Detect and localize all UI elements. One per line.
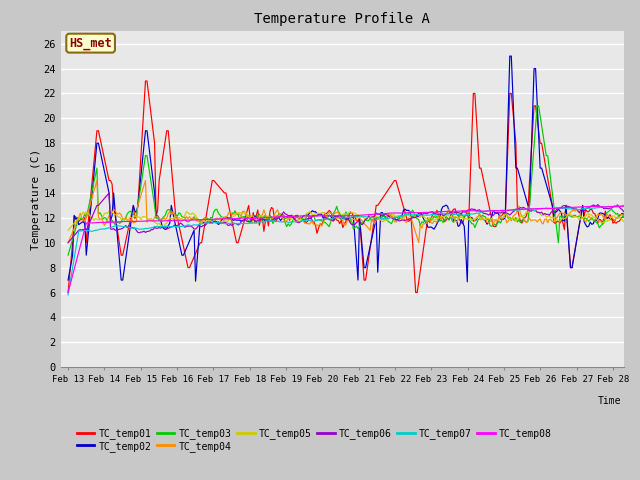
TC_temp01	[141, 78, 149, 84]
TC_temp03	[533, 103, 541, 109]
TC_temp02	[568, 265, 576, 271]
TC_temp04	[104, 216, 111, 222]
TC_temp02	[364, 258, 371, 264]
Line: TC_temp03: TC_temp03	[68, 106, 640, 275]
Line: TC_temp07: TC_temp07	[68, 205, 640, 295]
TC_temp02	[102, 176, 110, 181]
TC_temp04	[84, 210, 92, 216]
TC_temp06	[105, 190, 113, 196]
TC_temp06	[84, 224, 92, 229]
TC_temp02	[463, 279, 471, 285]
TC_temp05	[527, 205, 535, 211]
TC_temp07	[102, 226, 110, 231]
TC_temp06	[566, 204, 574, 210]
TC_temp06	[64, 240, 72, 246]
TC_temp05	[566, 213, 574, 218]
TC_temp01	[566, 265, 574, 271]
TC_temp05	[102, 210, 110, 216]
TC_temp01	[480, 180, 488, 185]
TC_temp01	[84, 224, 92, 229]
TC_temp03	[102, 216, 110, 221]
TC_temp03	[479, 212, 486, 218]
TC_temp07	[479, 209, 486, 215]
Text: HS_met: HS_met	[69, 36, 112, 49]
TC_temp08	[364, 212, 371, 217]
TC_temp07	[620, 203, 627, 208]
TC_temp01	[64, 289, 72, 295]
TC_temp04	[64, 240, 72, 246]
TC_temp03	[64, 252, 72, 258]
TC_temp02	[506, 53, 514, 59]
TC_temp04	[365, 226, 372, 231]
TC_temp03	[364, 218, 371, 224]
Text: Time: Time	[597, 396, 621, 406]
Line: TC_temp08: TC_temp08	[68, 206, 640, 292]
TC_temp05	[479, 215, 486, 220]
TC_temp07	[565, 206, 573, 212]
Y-axis label: Temperature (C): Temperature (C)	[31, 149, 41, 250]
TC_temp01	[365, 256, 372, 262]
TC_temp05	[364, 216, 371, 221]
TC_temp08	[64, 289, 72, 295]
Line: TC_temp05: TC_temp05	[68, 208, 640, 282]
TC_temp05	[84, 210, 92, 216]
TC_temp07	[84, 228, 92, 233]
TC_temp07	[64, 292, 72, 298]
Line: TC_temp01: TC_temp01	[68, 81, 640, 292]
TC_temp08	[479, 208, 486, 214]
TC_temp02	[64, 277, 72, 283]
TC_temp03	[84, 208, 92, 214]
TC_temp08	[102, 219, 110, 225]
Line: TC_temp06: TC_temp06	[68, 193, 640, 279]
Line: TC_temp02: TC_temp02	[68, 56, 640, 282]
TC_temp07	[364, 214, 371, 220]
TC_temp04	[480, 217, 488, 223]
TC_temp01	[102, 163, 110, 169]
TC_temp04	[93, 178, 100, 183]
TC_temp06	[480, 211, 488, 216]
TC_temp06	[102, 193, 110, 199]
TC_temp08	[627, 204, 635, 209]
TC_temp03	[566, 213, 574, 219]
TC_temp05	[64, 228, 72, 233]
TC_temp02	[480, 216, 488, 222]
Line: TC_temp04: TC_temp04	[68, 180, 640, 279]
TC_temp02	[84, 236, 92, 242]
Title: Temperature Profile A: Temperature Profile A	[255, 12, 430, 26]
TC_temp06	[365, 213, 372, 219]
TC_temp08	[565, 204, 573, 210]
Legend: TC_temp01, TC_temp02, TC_temp03, TC_temp04, TC_temp05, TC_temp06, TC_temp07, TC_: TC_temp01, TC_temp02, TC_temp03, TC_temp…	[73, 424, 556, 456]
TC_temp04	[566, 209, 574, 215]
TC_temp08	[84, 220, 92, 226]
